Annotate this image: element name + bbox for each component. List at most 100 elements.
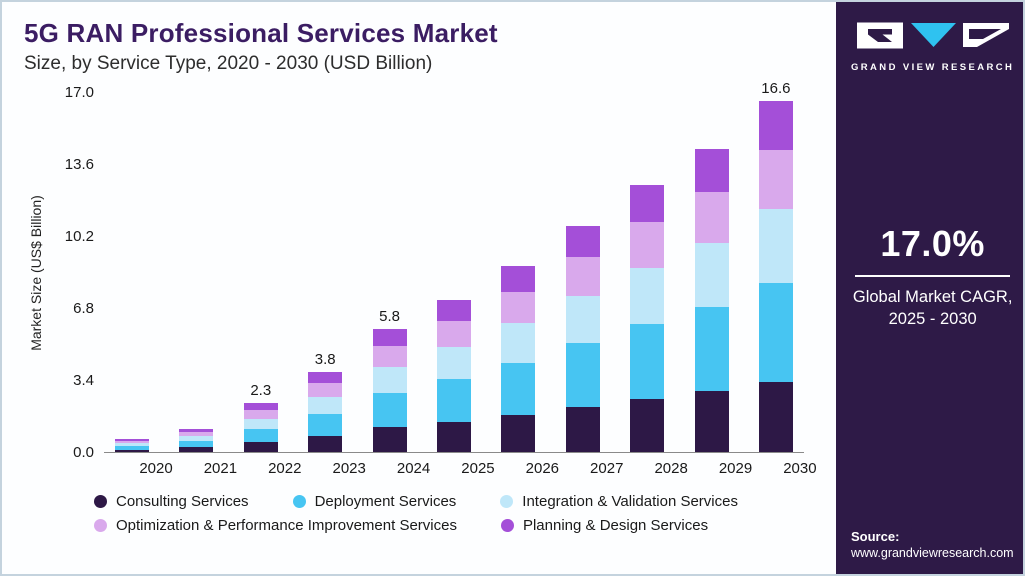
legend-item-deployment-services: Deployment Services	[292, 493, 457, 510]
segment-deployment-services	[243, 428, 278, 443]
segment-integration-validation-services	[436, 346, 471, 379]
segment-optimization-performance-improvement-services	[630, 222, 665, 268]
y-axis-title-text: Market Size (US$ Billion)	[28, 195, 44, 351]
legend-item-consulting-services: Consulting Services	[94, 493, 249, 510]
bar-2022: 2.3	[241, 382, 281, 452]
gvr-logo-icon	[856, 22, 1009, 49]
segment-integration-validation-services	[115, 443, 149, 446]
y-tick-label: 0.0	[73, 444, 94, 461]
bar-2026	[498, 265, 538, 452]
bar-2023: 3.8	[305, 351, 345, 452]
segment-deployment-services	[501, 362, 536, 415]
y-axis-title: Market Size (US$ Billion)	[24, 93, 48, 453]
segment-deployment-services	[436, 378, 471, 422]
stacked-bar-2026	[501, 265, 536, 452]
x-tick-label-2022: 2022	[268, 460, 302, 477]
segment-optimization-performance-improvement-services	[115, 441, 149, 444]
x-tick-label-2029: 2029	[718, 460, 753, 477]
segment-consulting-services	[308, 435, 343, 452]
bar-2020	[112, 439, 152, 452]
x-tick-label-2024: 2024	[396, 460, 431, 477]
segment-integration-validation-services	[758, 209, 793, 284]
stacked-bar-2021	[179, 428, 214, 452]
segment-planning-design-services	[372, 329, 407, 347]
bar-2029	[692, 149, 732, 452]
bar-total-label-2030: 16.6	[761, 79, 791, 97]
segment-planning-design-services	[501, 265, 536, 292]
chart-panel: 5G RAN Professional Services Market Size…	[2, 2, 836, 574]
bar-total-label-2024: 5.8	[379, 308, 400, 326]
legend-dot-icon	[292, 495, 306, 508]
segment-deployment-services	[630, 323, 665, 399]
x-tick-label-2028: 2028	[654, 460, 688, 477]
segment-planning-design-services	[308, 371, 343, 383]
segment-optimization-performance-improvement-services	[694, 191, 729, 244]
stacked-bar-2027	[565, 225, 600, 452]
stacked-bar-2028	[630, 185, 665, 452]
x-tick-label-2021: 2021	[203, 460, 238, 477]
segment-deployment-services	[179, 440, 214, 448]
segment-planning-design-services	[179, 428, 214, 432]
brand-name: GRAND VIEW RESEARCH	[851, 62, 1015, 73]
segment-integration-validation-services	[308, 396, 343, 414]
x-axis-labels: 2020 2021 2022 2023 2024 2025 2026 2027 2028 2029…	[128, 460, 828, 477]
legend-dot-icon	[500, 519, 514, 532]
x-tick-label-2025: 2025	[461, 460, 495, 477]
segment-consulting-services	[758, 381, 793, 452]
chart-subtitle: Size, by Service Type, 2020 - 2030 (USD …	[24, 53, 433, 74]
bar-total-label-2023: 3.8	[314, 350, 336, 368]
segment-planning-design-services	[630, 185, 665, 223]
source-url[interactable]: www.grandviewresearch.com	[851, 546, 1014, 560]
legend-item-planning-design-services: Planning & Design Services	[500, 517, 708, 534]
segment-integration-validation-services	[630, 267, 665, 324]
segment-consulting-services	[630, 398, 665, 452]
legend-dot-icon	[94, 519, 107, 532]
chart-area: Market Size (US$ Billion) 0.0 3.4 6.8 10.2 1…	[24, 80, 828, 534]
segment-planning-design-services	[436, 299, 471, 321]
segment-consulting-services	[372, 427, 407, 452]
cagr-label-line2: 2025 - 2030	[888, 310, 977, 329]
stacked-bar-2024	[372, 329, 407, 452]
segment-planning-design-services	[758, 100, 793, 150]
stacked-bar-2029	[694, 149, 729, 452]
segment-consulting-services	[565, 406, 600, 452]
y-tick-label: 6.8	[73, 300, 94, 317]
segment-planning-design-services	[115, 439, 149, 442]
y-tick-label: 3.4	[73, 372, 94, 389]
stacked-bar-2025	[436, 299, 471, 452]
segment-planning-design-services	[694, 149, 729, 192]
legend-label: Consulting Services	[116, 493, 249, 510]
segment-optimization-performance-improvement-services	[565, 257, 600, 296]
brand-sidebar: GRAND VIEW RESEARCH 17.0% Global Market …	[836, 2, 1023, 574]
segment-optimization-performance-improvement-services	[436, 320, 471, 347]
source-block: Source: www.grandviewresearch.com	[851, 529, 1014, 560]
stacked-bar-2022	[243, 403, 278, 452]
segment-consulting-services	[501, 414, 536, 452]
segment-integration-validation-services	[179, 435, 214, 441]
source-label: Source:	[851, 529, 900, 544]
x-tick-label-2030: 2030	[783, 460, 817, 477]
legend-dot-icon	[94, 495, 107, 508]
legend-row: Consulting Services Deployment Services In…	[94, 493, 828, 510]
segment-planning-design-services	[565, 225, 600, 258]
segment-optimization-performance-improvement-services	[372, 346, 407, 368]
chart-title: 5G RAN Professional Services Market	[24, 18, 498, 48]
stacked-bar-2023	[308, 371, 343, 452]
x-tick-label-2023: 2023	[332, 460, 366, 477]
segment-planning-design-services	[243, 403, 278, 411]
legend-label: Deployment Services	[314, 493, 457, 510]
y-tick-label: 10.2	[64, 228, 94, 245]
y-tick-label: 13.6	[64, 156, 94, 173]
y-tick-label: 17.0	[64, 84, 94, 101]
segment-consulting-services	[179, 447, 214, 452]
legend-row: Optimization & Performance Improvement S…	[94, 517, 828, 534]
legend: Consulting Services Deployment Services In…	[94, 493, 828, 534]
segment-integration-validation-services	[372, 367, 407, 394]
segment-integration-validation-services	[243, 418, 278, 429]
cagr-block: 17.0% Global Market CAGR, 2025 - 2030	[851, 223, 1014, 331]
cagr-value: 17.0%	[880, 223, 985, 264]
segment-integration-validation-services	[565, 295, 600, 344]
cagr-label: Global Market CAGR, 2025 - 2030	[851, 286, 1014, 331]
segment-optimization-performance-improvement-services	[308, 382, 343, 397]
